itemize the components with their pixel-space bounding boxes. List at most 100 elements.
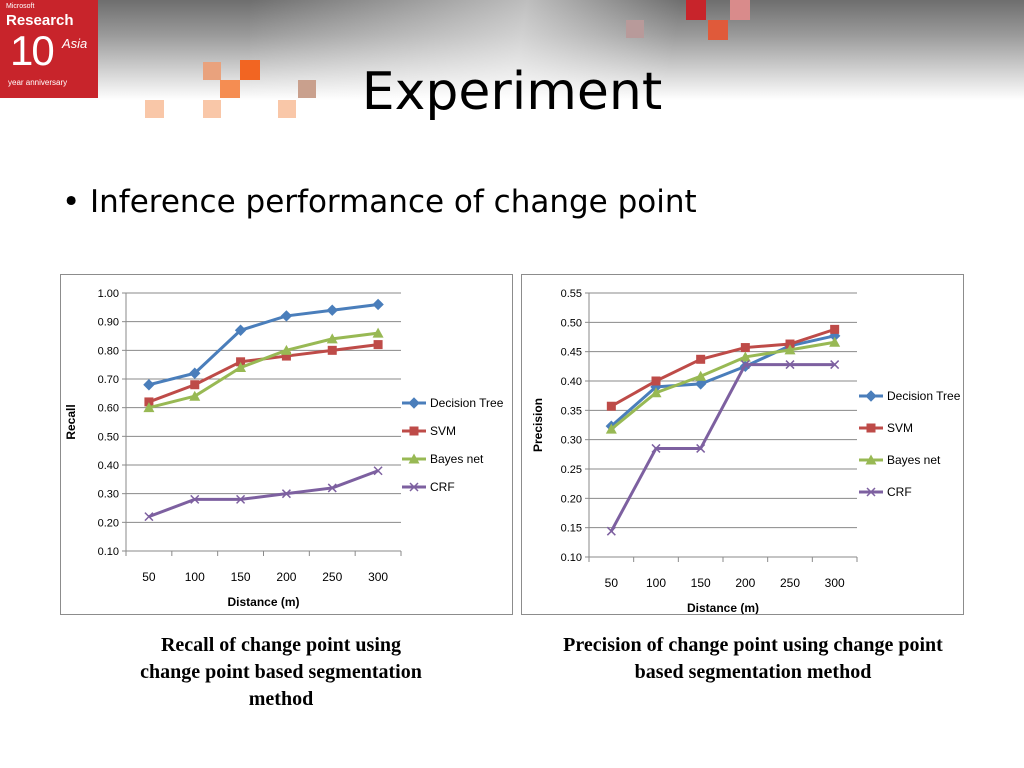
data-point-bayes-net [372, 327, 384, 338]
bullet-dot: • [62, 184, 81, 220]
data-point-bayes-net [605, 423, 617, 434]
series-svm [606, 324, 840, 411]
data-point-decision-tree [326, 304, 338, 316]
legend-label-bayes-net: Bayes net [887, 453, 941, 467]
legend-marker-crf [866, 487, 876, 497]
x-tick-label: 200 [276, 570, 296, 584]
data-point-bayes-net [650, 387, 662, 398]
data-point-svm [696, 354, 706, 364]
data-point-svm [281, 351, 291, 361]
y-tick-label: 0.70 [98, 374, 119, 386]
y-tick-label: 0.30 [98, 489, 119, 501]
decor-square [240, 60, 260, 80]
data-point-svm [606, 401, 616, 411]
series-line-svm [148, 343, 379, 404]
left-chart-caption: Recall of change point using change poin… [140, 634, 422, 710]
decor-square [220, 80, 240, 98]
legend-entry-crf: CRF [402, 480, 455, 494]
legend-label-decision-tree: Decision Tree [887, 389, 961, 403]
data-point-crf [696, 443, 706, 453]
legend-marker-svm [866, 423, 876, 433]
research-asia-logo: Microsoft Research 10 Asia year annivers… [0, 0, 98, 98]
x-tick-label: 250 [322, 570, 342, 584]
x-tick-label: 150 [231, 570, 251, 584]
y-tick-label: 0.40 [98, 460, 119, 472]
logo-anniversary-text: year anniversary [8, 78, 68, 87]
data-point-bayes-net [280, 344, 292, 355]
precision-chart-frame: 0.10 0.15 0.20 0.25 0.30 0.35 0.40 0.45 0.50 0.55… [521, 274, 964, 615]
x-tick-label: 250 [780, 576, 800, 590]
legend-entry-decision-tree: Decision Tree [859, 389, 961, 403]
x-tick-label: 200 [735, 576, 755, 590]
y-tick-label: 0.90 [98, 317, 119, 329]
x-tick-label: 150 [691, 576, 711, 590]
legend-entry-bayes-net: Bayes net [859, 453, 941, 467]
legend-marker-crf [409, 482, 419, 492]
legend-label-crf: CRF [887, 485, 912, 499]
y-tick-label: 0.15 [561, 523, 582, 535]
data-point-bayes-net [739, 351, 751, 362]
legend-marker-bayes-net [408, 453, 420, 464]
legend-marker-bayes-net [865, 454, 877, 465]
decor-square [203, 62, 221, 80]
x-tick-label: 300 [368, 570, 388, 584]
data-point-svm [190, 380, 200, 390]
series-decision-tree [143, 298, 384, 391]
data-point-decision-tree [143, 379, 155, 391]
legend-entry-svm: SVM [859, 421, 913, 435]
data-point-crf [606, 526, 616, 536]
y-tick-label: 0.55 [561, 288, 582, 300]
series-crf [144, 466, 383, 522]
data-point-svm [327, 345, 337, 355]
data-point-crf [327, 483, 337, 493]
y-tick-label: 1.00 [98, 288, 119, 300]
recall-chart-frame: 0.10 0.20 0.30 0.40 0.50 0.60 0.70 0.80 0.90 1.00… [60, 274, 513, 615]
data-point-svm [651, 376, 661, 386]
y-axis-title: Recall [64, 404, 78, 439]
legend-label-crf: CRF [430, 480, 455, 494]
data-point-decision-tree [280, 310, 293, 322]
y-tick-label: 0.25 [561, 464, 582, 476]
data-point-bayes-net [829, 336, 841, 347]
legend-label-decision-tree: Decision Tree [430, 396, 504, 410]
legend-label-svm: SVM [430, 424, 456, 438]
data-point-bayes-net [784, 344, 796, 355]
data-point-decision-tree [372, 298, 384, 311]
legend-marker-decision-tree [865, 390, 877, 402]
y-tick-label: 0.10 [98, 546, 119, 558]
legend-entry-crf: CRF [859, 485, 912, 499]
data-point-crf [236, 494, 246, 504]
x-tick-label: 300 [825, 576, 845, 590]
series-line-bayes-net [148, 331, 379, 410]
decor-square [730, 0, 750, 20]
data-point-crf [281, 489, 291, 499]
data-point-svm [830, 324, 840, 334]
data-point-bayes-net [235, 362, 247, 373]
x-tick-label: 50 [142, 570, 156, 584]
y-tick-label: 0.35 [561, 405, 582, 417]
data-point-bayes-net [695, 370, 707, 381]
data-point-bayes-net [143, 402, 155, 413]
data-point-decision-tree [234, 324, 247, 336]
bullet-item: • Inference performance of change point [62, 184, 697, 220]
y-tick-label: 0.40 [561, 376, 582, 388]
bullet-text: Inference performance of change point [90, 184, 697, 220]
data-point-bayes-net [189, 390, 201, 401]
logo-number-text: 10 [10, 27, 55, 74]
decor-square [203, 100, 221, 118]
series-bayes-net [605, 336, 841, 434]
legend-entry-svm: SVM [402, 424, 456, 438]
banner-light-streak [250, 0, 850, 100]
x-tick-label: 100 [185, 570, 205, 584]
decor-square [298, 80, 316, 98]
data-point-crf [144, 512, 154, 522]
series-line-crf [610, 363, 835, 532]
legend-marker-decision-tree [408, 397, 420, 409]
y-tick-label: 0.80 [98, 345, 119, 357]
legend-entry-decision-tree: Decision Tree [402, 396, 504, 410]
decor-square [145, 100, 164, 118]
legend-label-svm: SVM [887, 421, 913, 435]
data-point-svm [785, 339, 795, 349]
y-tick-label: 0.50 [561, 317, 582, 329]
x-tick-label: 100 [646, 576, 666, 590]
